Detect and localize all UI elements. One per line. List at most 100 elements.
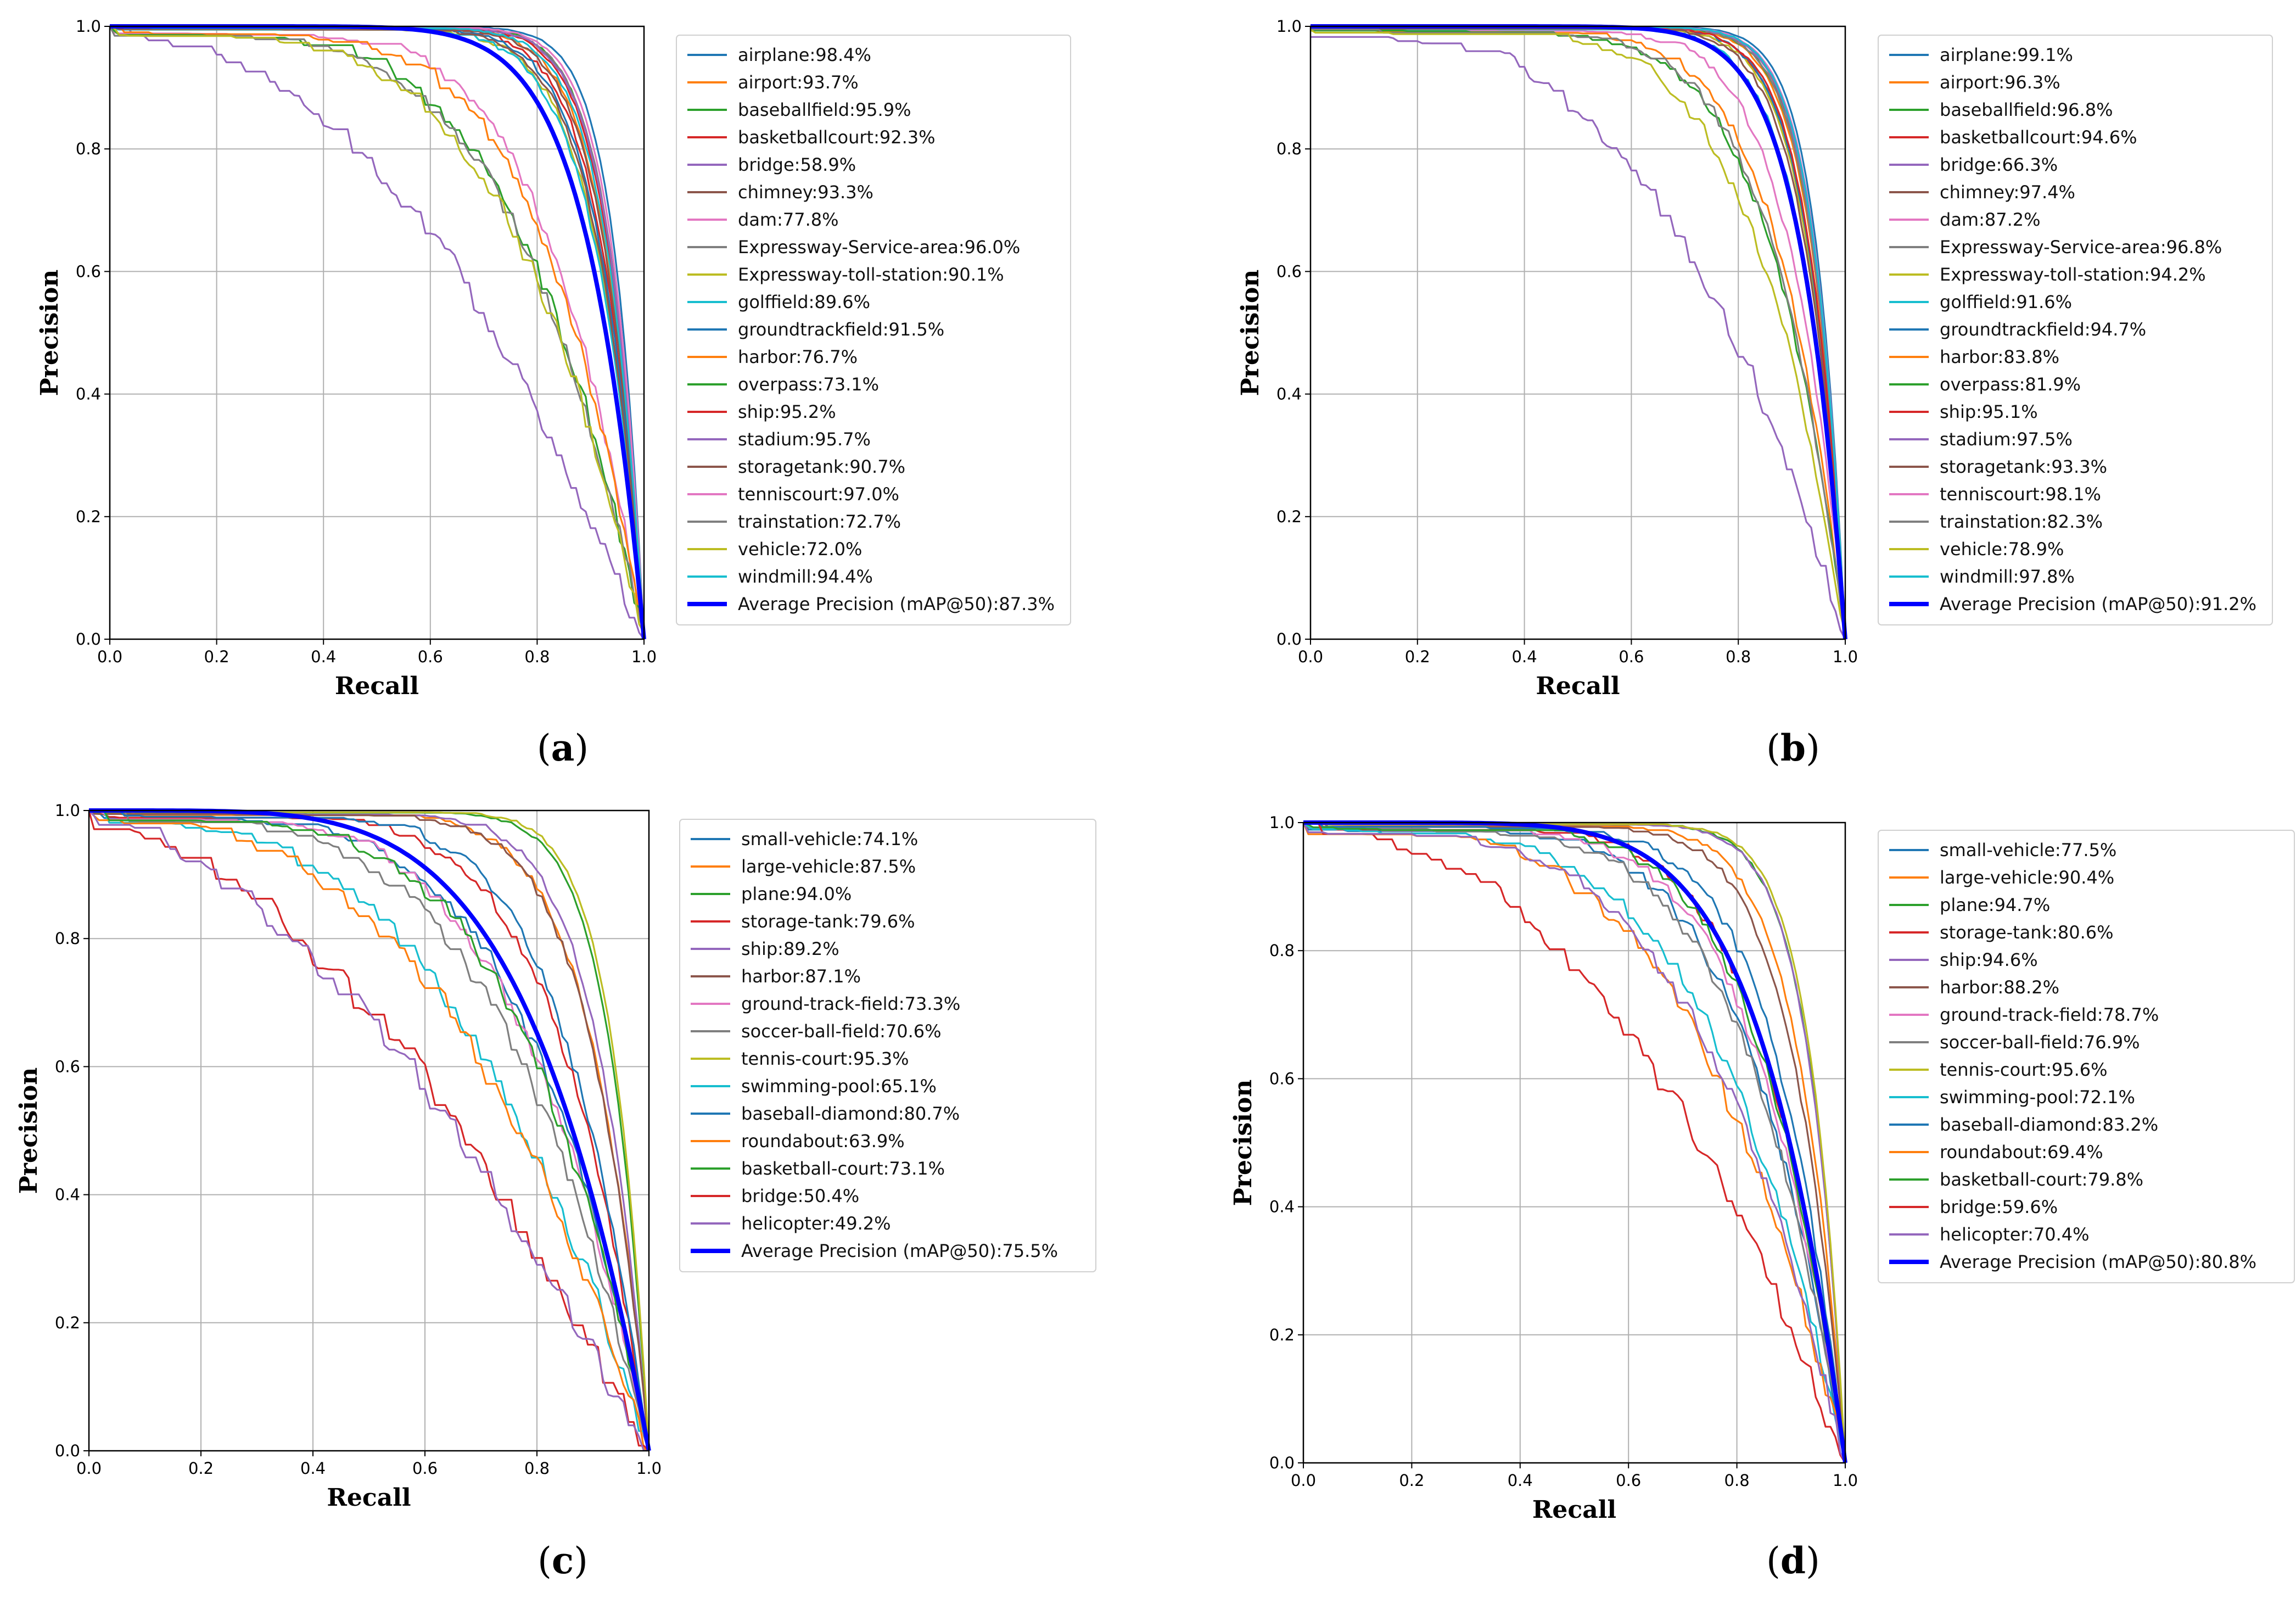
- legend-label-groundtrackfield: groundtrackfield:91.5%: [738, 319, 944, 340]
- legend-label-overpass: overpass:73.1%: [738, 374, 879, 395]
- legend-label-swimming-pool: swimming-pool:72.1%: [1940, 1087, 2135, 1108]
- y-tick-label: 1.0: [1276, 17, 1302, 36]
- legend-label-roundabout: roundabout:69.4%: [1940, 1142, 2103, 1163]
- legend-label-plane: plane:94.0%: [741, 884, 852, 904]
- legend-label-vehicle: vehicle:78.9%: [1940, 539, 2064, 560]
- pr-chart-panel-a: 0.0 0.2 0.4 0.6 0.8 1.0 0.0 0.2 0.4 0.6 0.8 1.0 Reca…: [36, 17, 1071, 769]
- x-tick-label: 0.6: [418, 647, 443, 666]
- y-tick-label: 0.8: [1276, 139, 1302, 158]
- legend-label-helicopter: helicopter:70.4%: [1940, 1224, 2090, 1245]
- legend-label-large-vehicle: large-vehicle:90.4%: [1940, 867, 2114, 888]
- legend-label-harbor: harbor:83.8%: [1940, 346, 2059, 367]
- x-tick-label: 0.0: [1298, 647, 1323, 666]
- legend-label-groundtrackfield: groundtrackfield:94.7%: [1940, 319, 2146, 340]
- pr-curve-bridge: [89, 810, 650, 1451]
- pr-curve-roundabout: [89, 809, 649, 1451]
- x-tick-label: 0.0: [1291, 1471, 1316, 1490]
- legend-label-basketball-court: basketball-court:73.1%: [741, 1158, 945, 1179]
- x-tick-label: 1.0: [636, 1459, 662, 1478]
- legend-label-ship: ship:95.2%: [738, 401, 836, 422]
- y-tick-label: 0.2: [1276, 507, 1302, 526]
- y-tick-label: 0.6: [76, 262, 101, 281]
- legend-label-ship: ship:95.1%: [1940, 401, 2038, 422]
- legend-label-small-vehicle: small-vehicle:74.1%: [741, 829, 918, 849]
- pr-curve-bridge: [1311, 36, 1846, 639]
- pr-chart-panel-d: 0.0 0.2 0.4 0.6 0.8 1.0 0.0 0.2 0.4 0.6 0.8 1.0 Reca…: [1229, 813, 2295, 1582]
- legend-label-mean: Average Precision (mAP@50):91.2%: [1940, 594, 2256, 614]
- legend-label-windmill: windmill:97.8%: [1940, 566, 2075, 587]
- legend-label-bridge: bridge:59.6%: [1940, 1197, 2058, 1217]
- y-tick-label: 0.8: [76, 139, 101, 158]
- x-tick-label: 0.4: [311, 647, 336, 666]
- legend-label-chimney: chimney:93.3%: [738, 182, 873, 203]
- plot-area: [110, 26, 644, 639]
- legend-label-airport: airport:96.3%: [1940, 72, 2060, 93]
- legend-label-vehicle: vehicle:72.0%: [738, 539, 862, 560]
- legend-label-baseball-diamond: baseball-diamond:83.2%: [1940, 1114, 2158, 1135]
- legend-label-storage-tank: storage-tank:79.6%: [741, 911, 915, 932]
- y-tick-label: 1.0: [76, 17, 101, 36]
- plot-frame: [1302, 821, 1846, 1464]
- legend-label-Expressway-toll-station: Expressway-toll-station:94.2%: [1940, 264, 2206, 285]
- legend-label-Expressway-toll-station: Expressway-toll-station:90.1%: [738, 264, 1004, 285]
- x-tick-label: 0.6: [1619, 647, 1644, 666]
- plot-frame: [109, 25, 645, 640]
- pr-curve-bridge: [110, 25, 645, 639]
- legend-label-storagetank: storagetank:93.3%: [1940, 456, 2107, 477]
- legend-label-ship: ship:89.2%: [741, 938, 839, 959]
- legend-label-soccer-ball-field: soccer-ball-field:76.9%: [1940, 1032, 2140, 1053]
- y-tick-label: 0.4: [1276, 385, 1302, 404]
- y-tick-label: 0.0: [1276, 630, 1302, 649]
- y-tick-label: 0.0: [1269, 1454, 1295, 1472]
- y-tick-label: 0.4: [1269, 1198, 1295, 1216]
- x-tick-label: 0.2: [188, 1459, 214, 1478]
- legend-label-windmill: windmill:94.4%: [738, 566, 873, 587]
- x-axis-title: Recall: [327, 1484, 411, 1512]
- legend-box: [1878, 35, 2273, 625]
- x-axis-title: Recall: [335, 672, 419, 700]
- x-tick-label: 0.8: [1724, 1471, 1750, 1490]
- legend-label-trainstation: trainstation:72.7%: [738, 511, 901, 532]
- pr-curve-soccer-ball-field: [89, 809, 650, 1451]
- y-tick-label: 1.0: [1269, 813, 1295, 832]
- x-tick-label: 0.0: [97, 647, 122, 666]
- pr-curve-vehicle: [110, 25, 645, 639]
- y-tick-label: 0.2: [55, 1314, 80, 1332]
- x-axis-title: Recall: [1536, 672, 1620, 700]
- legend-label-overpass: overpass:81.9%: [1940, 374, 2081, 395]
- y-tick-label: 0.0: [55, 1441, 80, 1460]
- y-tick-label: 1.0: [55, 801, 80, 820]
- legend-label-airplane: airplane:99.1%: [1940, 44, 2073, 65]
- curves-group: [89, 808, 651, 1451]
- legend-label-storagetank: storagetank:90.7%: [738, 456, 905, 477]
- y-tick-label: 0.2: [1269, 1326, 1295, 1344]
- legend-label-chimney: chimney:97.4%: [1940, 182, 2075, 203]
- legend-label-harbor: harbor:76.7%: [738, 346, 858, 367]
- y-tick-label: 0.8: [55, 929, 80, 948]
- legend-label-basketballcourt: basketballcourt:92.3%: [738, 127, 936, 148]
- y-tick-label: 0.8: [1269, 941, 1295, 960]
- pr-curve-soccer-ball-field: [1303, 821, 1846, 1463]
- panel-caption: (a): [537, 726, 589, 769]
- y-axis-title: Precision: [1236, 270, 1264, 396]
- y-tick-label: 0.6: [55, 1057, 80, 1076]
- y-tick-label: 0.0: [76, 630, 101, 649]
- legend-label-stadium: stadium:97.5%: [1940, 429, 2073, 450]
- x-tick-label: 1.0: [631, 647, 657, 666]
- x-tick-label: 0.6: [1616, 1471, 1641, 1490]
- legend-label-dam: dam:77.8%: [738, 209, 839, 230]
- pr-curve-harbor: [1311, 29, 1846, 639]
- x-tick-label: 0.6: [412, 1459, 438, 1478]
- legend-label-Expressway-Service-area: Expressway-Service-area:96.0%: [738, 237, 1020, 258]
- legend-label-stadium: stadium:95.7%: [738, 429, 871, 450]
- legend-label-ship: ship:94.6%: [1940, 949, 2038, 970]
- legend-label-swimming-pool: swimming-pool:65.1%: [741, 1076, 937, 1097]
- legend-label-bridge: bridge:58.9%: [738, 154, 856, 175]
- y-tick-label: 0.6: [1276, 262, 1302, 281]
- legend-label-basketball-court: basketball-court:79.8%: [1940, 1169, 2143, 1190]
- curves-group: [110, 24, 646, 639]
- legend-label-baseballfield: baseballfield:96.8%: [1940, 99, 2113, 120]
- pr-curve-basketball-court: [1303, 821, 1846, 1463]
- y-tick-label: 0.2: [76, 507, 101, 526]
